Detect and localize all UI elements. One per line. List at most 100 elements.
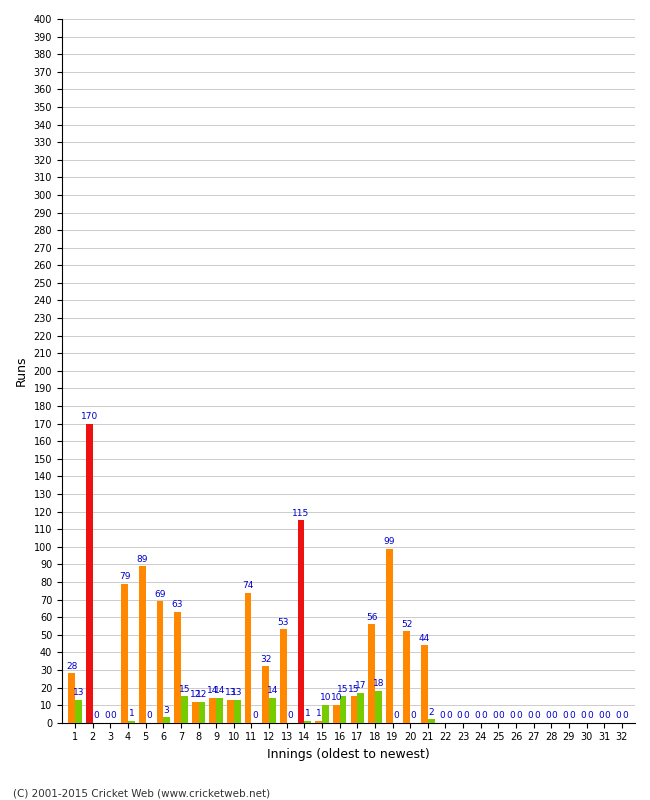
Text: 3: 3 [164, 706, 170, 715]
Y-axis label: Runs: Runs [15, 356, 28, 386]
Text: 1: 1 [129, 710, 135, 718]
Bar [428, 719, 434, 722]
Text: 56: 56 [366, 613, 377, 622]
Text: 0: 0 [545, 711, 551, 720]
Text: 28: 28 [66, 662, 77, 671]
Text: 15: 15 [179, 685, 190, 694]
Text: 0: 0 [580, 711, 586, 720]
Bar [375, 691, 382, 722]
Text: 13: 13 [231, 688, 243, 698]
Text: 0: 0 [287, 711, 293, 720]
Text: 0: 0 [474, 711, 480, 720]
Text: 14: 14 [214, 686, 226, 695]
Bar [75, 700, 82, 722]
Text: 32: 32 [260, 654, 272, 664]
Bar [128, 721, 135, 722]
Text: 15: 15 [337, 685, 349, 694]
Bar [404, 631, 410, 722]
Bar [386, 549, 393, 722]
Text: 79: 79 [119, 572, 131, 581]
Bar [368, 624, 375, 722]
Text: 0: 0 [411, 711, 417, 720]
Text: 0: 0 [252, 711, 257, 720]
Bar [192, 702, 198, 722]
Text: 10: 10 [320, 694, 331, 702]
Text: 0: 0 [481, 711, 487, 720]
Text: 0: 0 [457, 711, 463, 720]
Text: 170: 170 [81, 412, 98, 421]
Bar [298, 521, 304, 722]
Text: 63: 63 [172, 600, 183, 610]
Text: 0: 0 [517, 711, 522, 720]
Bar [157, 602, 163, 722]
Text: 0: 0 [393, 711, 398, 720]
Text: 13: 13 [225, 688, 236, 698]
Text: 74: 74 [242, 581, 254, 590]
Text: 0: 0 [563, 711, 568, 720]
Text: 0: 0 [446, 711, 452, 720]
Text: 17: 17 [355, 681, 367, 690]
Text: 52: 52 [401, 619, 413, 629]
Text: 0: 0 [510, 711, 515, 720]
Text: 89: 89 [136, 554, 148, 563]
Bar [340, 696, 346, 722]
Bar [280, 630, 287, 722]
Bar [304, 721, 311, 722]
Text: 44: 44 [419, 634, 430, 642]
Bar [358, 693, 364, 722]
Text: 0: 0 [104, 711, 110, 720]
Bar [269, 698, 276, 722]
Text: 18: 18 [372, 679, 384, 689]
Text: 14: 14 [266, 686, 278, 695]
Text: 0: 0 [492, 711, 498, 720]
Text: 0: 0 [598, 711, 604, 720]
Text: 0: 0 [111, 711, 116, 720]
Bar [181, 696, 188, 722]
Text: 0: 0 [552, 711, 558, 720]
Text: 0: 0 [499, 711, 504, 720]
Bar [421, 646, 428, 722]
Bar [350, 696, 358, 722]
Bar [122, 584, 128, 722]
Bar [245, 593, 252, 722]
Text: 0: 0 [616, 711, 621, 720]
Bar [163, 718, 170, 722]
Bar [68, 674, 75, 722]
Text: (C) 2001-2015 Cricket Web (www.cricketweb.net): (C) 2001-2015 Cricket Web (www.cricketwe… [13, 788, 270, 798]
Text: 0: 0 [622, 711, 628, 720]
Text: 2: 2 [428, 707, 434, 717]
Text: 15: 15 [348, 685, 359, 694]
Text: 1: 1 [305, 710, 311, 718]
Text: 53: 53 [278, 618, 289, 627]
Text: 12: 12 [196, 690, 207, 699]
Text: 13: 13 [73, 688, 84, 698]
Text: 0: 0 [587, 711, 593, 720]
Text: 0: 0 [146, 711, 152, 720]
Bar [333, 705, 340, 722]
Text: 0: 0 [93, 711, 99, 720]
Bar [234, 700, 240, 722]
Bar [216, 698, 223, 722]
Bar [139, 566, 146, 722]
Text: 14: 14 [207, 686, 218, 695]
Text: 115: 115 [292, 509, 309, 518]
Text: 0: 0 [534, 711, 540, 720]
Bar [174, 612, 181, 722]
Text: 0: 0 [604, 711, 610, 720]
Text: 0: 0 [527, 711, 533, 720]
Text: 99: 99 [384, 537, 395, 546]
Text: 12: 12 [190, 690, 201, 699]
Bar [322, 705, 329, 722]
Text: 0: 0 [439, 711, 445, 720]
Text: 1: 1 [316, 710, 322, 718]
Bar [315, 721, 322, 722]
Text: 0: 0 [569, 711, 575, 720]
Text: 69: 69 [154, 590, 166, 598]
X-axis label: Innings (oldest to newest): Innings (oldest to newest) [267, 748, 430, 761]
Bar [86, 424, 93, 722]
Bar [209, 698, 216, 722]
Bar [227, 700, 234, 722]
Bar [263, 666, 269, 722]
Text: 0: 0 [463, 711, 469, 720]
Bar [198, 702, 205, 722]
